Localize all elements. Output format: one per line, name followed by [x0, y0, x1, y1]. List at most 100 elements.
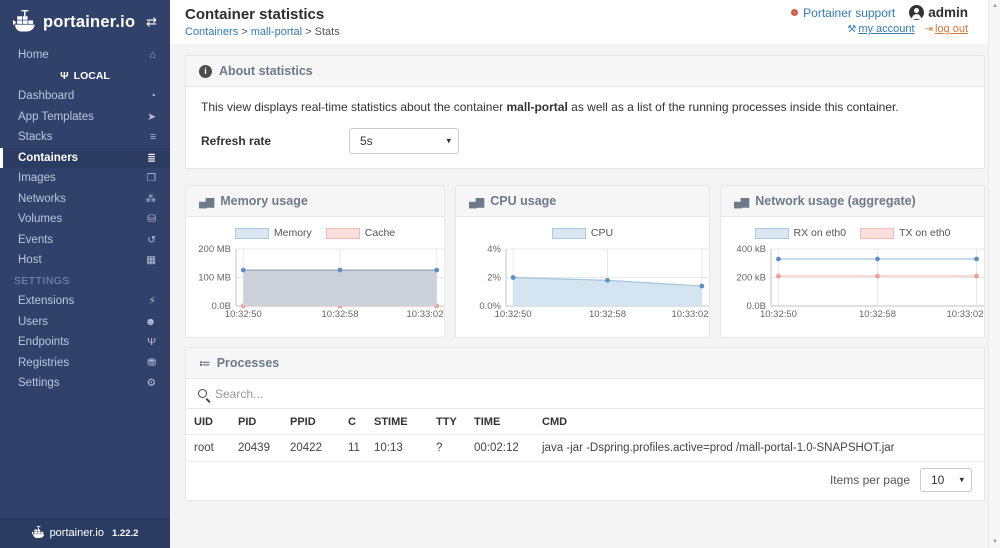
processes-title: Processes — [216, 356, 280, 370]
sidebar-item-host[interactable]: Host ▦ — [0, 250, 170, 271]
stacks-icon: ≡ — [149, 131, 156, 144]
sidebar-item-events[interactable]: Events ↺ — [0, 230, 170, 251]
network-usage-body: RX on eth0 TX on eth0 400 kB 200 kB 0.0B 10:… — [721, 217, 984, 330]
sidebar-cluster-local[interactable]: Ψ LOCAL — [0, 66, 170, 87]
sidebar-logo-row: portainer.io ⇄ — [0, 0, 170, 44]
host-icon: ▦ — [146, 254, 156, 267]
legend-swatch — [325, 227, 360, 239]
page-scrollbar[interactable]: ▲ ▼ — [988, 0, 1000, 548]
cell-uid: root — [194, 442, 214, 454]
sidebar-footer: portainer.io 1.22.2 — [0, 518, 170, 548]
breadcrumb: Containers > mall-portal > Stats — [185, 26, 340, 38]
items-per-page-select[interactable]: 10 — [920, 468, 972, 492]
app-templates-icon: ➤ — [147, 110, 156, 123]
breadcrumb-stats: Stats — [314, 26, 340, 38]
switch-endpoint-icon[interactable]: ⇄ — [146, 14, 157, 29]
column-header-stime[interactable]: STIME — [374, 416, 408, 428]
network-usage-header: ▄▆ Network usage (aggregate) — [721, 186, 984, 217]
tasks-icon: ≔ — [199, 357, 211, 370]
my-account-link[interactable]: ⚒ my account — [847, 23, 914, 35]
column-header-uid[interactable]: UID — [194, 416, 213, 428]
cpu-usage-title: CPU usage — [490, 194, 557, 208]
sidebar-item-stacks[interactable]: Stacks ≡ — [0, 127, 170, 148]
container-name: mall-portal — [506, 100, 568, 114]
search-input[interactable] — [215, 386, 972, 401]
portainer-support-link[interactable]: Portainer support — [791, 6, 895, 20]
column-header-cmd[interactable]: CMD — [542, 416, 568, 428]
memory-usage-widget: ▄▆ Memory usage Memory Cache 200 MB 100 MB… — [185, 185, 445, 338]
legend-swatch — [551, 227, 586, 239]
sidebar-item-volumes[interactable]: Volumes ⛁ — [0, 209, 170, 230]
scrollbar-down-arrow[interactable]: ▼ — [992, 539, 998, 545]
cpu-usage-legend: CPU — [464, 227, 701, 239]
footer-version: 1.22.2 — [112, 527, 139, 539]
table-row: root 20439 20422 11 10:13? 00:02:12 java -jar … — [186, 435, 984, 462]
column-header-c[interactable]: C — [348, 416, 356, 428]
svg-text:10:32:50: 10:32:50 — [760, 309, 797, 320]
svg-text:200 kB: 200 kB — [736, 273, 766, 284]
users-icon: ☻ — [144, 315, 156, 328]
user-links-row: ⚒ my account ⇥ log out — [791, 23, 968, 35]
legend-item-rx-on-eth0: RX on eth0 — [754, 227, 847, 239]
svg-text:10:33:02: 10:33:02 — [672, 309, 709, 320]
containers-icon: ≣ — [147, 151, 156, 164]
sidebar-item-endpoints[interactable]: Endpoints Ψ — [0, 332, 170, 353]
svg-text:0.0B: 0.0B — [746, 301, 766, 312]
legend-item-cache: Cache — [325, 227, 395, 239]
legend-label: CPU — [590, 227, 614, 239]
brand-name: portainer.io — [43, 12, 136, 31]
memory-usage-title: Memory usage — [220, 194, 308, 208]
cpu-usage-header: ▄▆ CPU usage — [456, 186, 709, 217]
sidebar-item-containers[interactable]: Containers ≣ — [0, 147, 170, 168]
network-usage-legend: RX on eth0 TX on eth0 — [729, 227, 976, 239]
about-statistics-text: This view displays real-time statistics … — [201, 100, 969, 114]
cell-ppid: 20422 — [290, 442, 322, 454]
info-circle-icon — [199, 64, 212, 78]
sidebar-item-label: Registries — [18, 356, 70, 369]
user-block: Portainer support admin ⚒ my account ⇥ log… — [791, 5, 968, 35]
svg-text:10:32:50: 10:32:50 — [225, 309, 262, 320]
sidebar-item-label: App Templates — [18, 110, 94, 123]
sidebar-item-networks[interactable]: Networks ⁂ — [0, 189, 170, 210]
processes-table-header: UID PID PPID C STIME TTY TIME CMD — [186, 409, 984, 435]
network-usage-widget: ▄▆ Network usage (aggregate) RX on eth0 T… — [720, 185, 985, 338]
search-icon — [198, 389, 207, 398]
sidebar-item-home[interactable]: Home ⌂ — [0, 45, 170, 66]
svg-text:10:32:50: 10:32:50 — [495, 309, 532, 320]
column-header-pid[interactable]: PID — [238, 416, 257, 428]
sidebar-item-extensions[interactable]: Extensions ⚡ — [0, 291, 170, 312]
sidebar-item-app-templates[interactable]: App Templates ➤ — [0, 107, 170, 128]
sidebar-item-label: Extensions — [18, 295, 75, 308]
sidebar-item-label: Networks — [18, 192, 66, 205]
legend-label: RX on eth0 — [793, 227, 847, 239]
portainer-whale-logo-small-icon — [31, 526, 44, 539]
sidebar: portainer.io ⇄ Home ⌂ Ψ LOCAL Dashboard ◔ App … — [0, 0, 170, 548]
about-statistics-panel: About statistics This view displays real… — [185, 55, 985, 169]
support-label: Portainer support — [803, 5, 896, 20]
refresh-rate-select[interactable]: 5s — [349, 128, 459, 154]
legend-swatch — [754, 227, 789, 239]
breadcrumb-containers[interactable]: Containers — [185, 26, 239, 38]
about-statistics-body: This view displays real-time statistics … — [186, 87, 984, 168]
portainer-whale-logo-icon — [13, 9, 35, 32]
breadcrumb-mall-portal[interactable]: mall-portal — [250, 26, 303, 38]
wrench-icon: ⚒ — [847, 24, 857, 35]
sign-out-icon: ⇥ — [924, 24, 933, 35]
sidebar-item-registries[interactable]: Registries ⛃ — [0, 353, 170, 374]
column-header-time[interactable]: TIME — [474, 416, 501, 428]
breadcrumb-separator: > — [302, 26, 315, 38]
sidebar-item-dashboard[interactable]: Dashboard ◔ — [0, 86, 170, 107]
sidebar-item-settings[interactable]: Settings ⚙ — [0, 373, 170, 394]
sidebar-item-label: Users — [18, 315, 49, 328]
scrollbar-up-arrow[interactable]: ▲ — [992, 3, 998, 9]
column-header-ppid[interactable]: PPID — [290, 416, 316, 428]
sidebar-item-users[interactable]: Users ☻ — [0, 312, 170, 333]
sidebar-item-label: Events — [18, 233, 54, 246]
sidebar-item-images[interactable]: Images ❐ — [0, 168, 170, 189]
column-header-tty[interactable]: TTY — [436, 416, 457, 428]
registries-icon: ⛃ — [147, 356, 156, 369]
log-out-link[interactable]: ⇥ log out — [925, 23, 968, 35]
svg-text:10:32:58: 10:32:58 — [589, 309, 626, 320]
about-text-before: This view displays real-time statistics … — [201, 100, 507, 114]
